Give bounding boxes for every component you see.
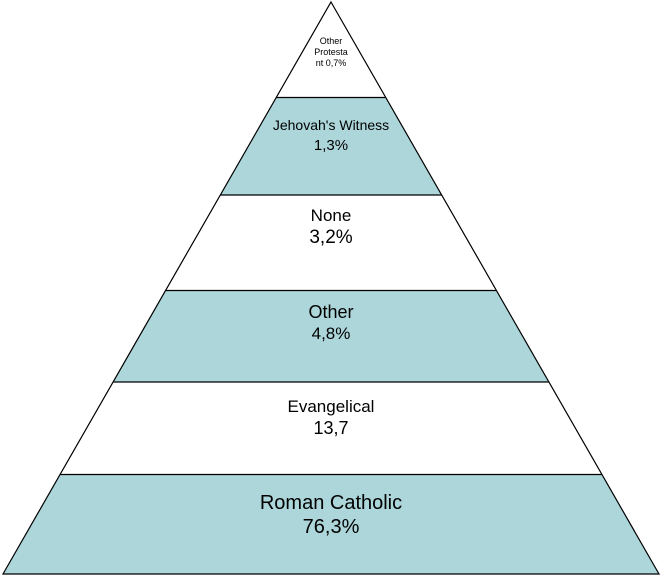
svg-text:Other: Other <box>308 302 353 322</box>
svg-text:4,8%: 4,8% <box>312 324 351 343</box>
svg-text:None: None <box>311 206 352 225</box>
svg-text:Other: Other <box>320 36 343 46</box>
svg-text:13,7: 13,7 <box>313 418 348 438</box>
svg-text:1,3%: 1,3% <box>314 137 348 154</box>
svg-text:76,3%: 76,3% <box>303 516 360 538</box>
svg-text:Jehovah's Witness: Jehovah's Witness <box>273 117 389 133</box>
svg-text:Roman Catholic: Roman Catholic <box>260 492 402 514</box>
svg-text:3,2%: 3,2% <box>309 227 352 248</box>
svg-text:Protesta: Protesta <box>314 47 348 57</box>
svg-text:nt 0,7%: nt 0,7% <box>316 58 347 68</box>
svg-text:Evangelical: Evangelical <box>288 397 375 416</box>
